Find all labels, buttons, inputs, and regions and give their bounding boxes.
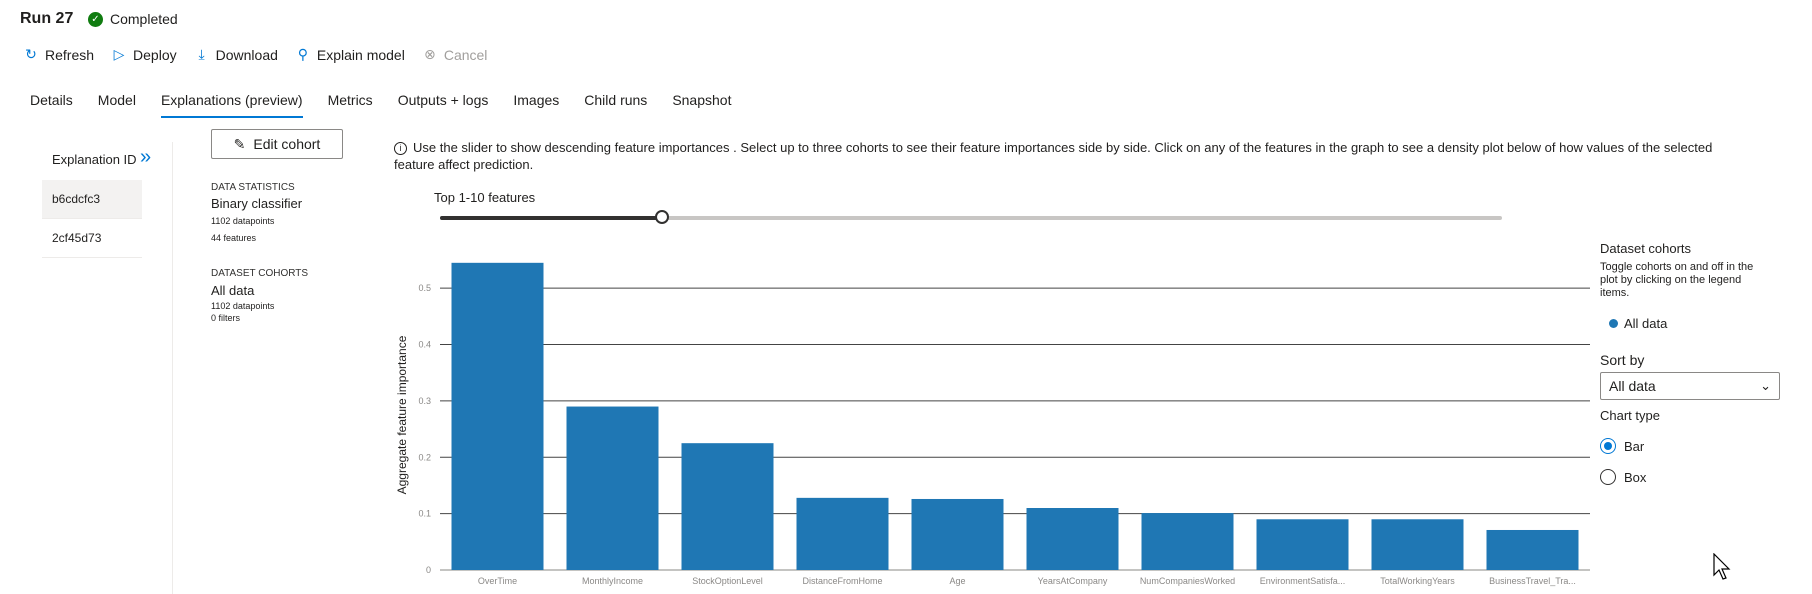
y-tick-label: 0 [426, 565, 431, 575]
run-title: Run 27 [20, 10, 74, 27]
explanation-item[interactable]: b6cdcfc3 [42, 180, 142, 218]
list-divider [42, 257, 142, 258]
tab-images[interactable]: Images [513, 92, 560, 108]
bar[interactable] [796, 497, 889, 570]
legend-label: All data [1624, 316, 1668, 331]
refresh-label: Refresh [45, 46, 95, 63]
cancel-icon: ⊗ [423, 46, 436, 62]
sort-by-label: Sort by [1600, 352, 1645, 368]
bar[interactable] [1026, 508, 1119, 570]
cancel-label: Cancel [443, 46, 488, 63]
x-tick-label: NumCompaniesWorked [1140, 576, 1235, 586]
play-icon: ▷ [113, 46, 125, 62]
tab-child-runs[interactable]: Child runs [584, 92, 648, 108]
edit-cohort-button[interactable]: ✎ Edit cohort [211, 129, 343, 159]
mouse-cursor-icon [1713, 553, 1731, 580]
radio-circle [1600, 438, 1616, 454]
refresh-icon: ↻ [25, 46, 37, 62]
explanation-list-panel: Explanation ID » b6cdcfc3 2cf45d73 [42, 142, 173, 594]
refresh-button[interactable]: ↻ Refresh [24, 46, 94, 63]
search-icon: ⚲ [297, 46, 309, 62]
slider-label: Top 1-10 features [434, 190, 536, 205]
bar[interactable] [566, 406, 659, 570]
x-tick-label: DistanceFromHome [802, 576, 882, 586]
bar[interactable] [1141, 513, 1234, 570]
cohort-datapoints: 1102 datapoints [211, 301, 275, 311]
toolbar: ↻ Refresh ▷ Deploy ⤓ Download ⚲ Explain … [24, 46, 505, 63]
chevron-down-icon: ⌄ [1760, 378, 1771, 393]
y-tick-label: 0.3 [418, 396, 431, 406]
status-text: Completed [110, 11, 178, 27]
x-tick-label: OverTime [478, 576, 517, 586]
dataset-cohorts-description: Toggle cohorts on and off in the plot by… [1600, 261, 1754, 299]
explanation-id-header: Explanation ID [52, 152, 137, 167]
y-tick-label: 0.2 [418, 452, 431, 462]
explain-model-label: Explain model [316, 46, 405, 63]
x-tick-label: BusinessTravel_Tra... [1489, 576, 1576, 586]
dataset-cohorts-label: DATASET COHORTS [211, 268, 309, 279]
sort-by-value: All data [1609, 378, 1656, 394]
edit-icon: ✎ [233, 135, 246, 152]
list-divider [42, 218, 142, 219]
tab-bar: Details Model Explanations (preview) Met… [30, 92, 756, 118]
x-tick-label: EnvironmentSatisfa... [1260, 576, 1346, 586]
bar[interactable] [1486, 529, 1579, 570]
classifier-type: Binary classifier [211, 196, 303, 211]
edit-cohort-label: Edit cohort [253, 136, 321, 152]
bar[interactable] [451, 262, 544, 570]
bar[interactable] [681, 443, 774, 570]
tab-metrics[interactable]: Metrics [327, 92, 373, 108]
radio-bar-label: Bar [1624, 438, 1645, 454]
tab-explanations[interactable]: Explanations (preview) [160, 92, 303, 118]
cohort-filters: 0 filters [211, 313, 241, 323]
chart-type-label: Chart type [1600, 408, 1660, 423]
legend-dot [1609, 319, 1618, 328]
y-tick-label: 0.5 [418, 283, 431, 293]
feature-importance-chart: 0 0.1 0.2 0.3 0.4 0.5 Aggregate feature import… [395, 262, 1590, 586]
y-tick-label: 0.1 [418, 509, 431, 519]
check-circle-icon: ✓ [88, 11, 103, 27]
y-axis-label: Aggregate feature importance [395, 335, 409, 494]
x-tick-label: TotalWorkingYears [1380, 576, 1455, 586]
explain-model-button[interactable]: ⚲ Explain model [296, 46, 405, 63]
tab-snapshot[interactable]: Snapshot [672, 92, 732, 108]
cancel-button[interactable]: ⊗ Cancel [423, 46, 488, 63]
deploy-label: Deploy [133, 46, 177, 63]
x-tick-label: StockOptionLevel [692, 576, 763, 586]
sort-by-dropdown[interactable]: All data ⌄ [1600, 372, 1780, 400]
datapoints-count: 1102 datapoints [211, 216, 275, 226]
collapse-icon[interactable]: » [140, 146, 152, 168]
info-icon: i [394, 142, 407, 155]
features-count: 44 features [211, 233, 257, 243]
info-message: i Use the slider to show descending featu… [394, 139, 1754, 173]
data-statistics-label: DATA STATISTICS [211, 182, 295, 193]
bar[interactable] [911, 498, 1004, 570]
bar[interactable] [1371, 519, 1464, 570]
info-text: Use the slider to show descending featur… [394, 140, 1713, 172]
legend-item-all-data[interactable]: All data [1609, 316, 1667, 331]
x-tick-label: YearsAtCompany [1038, 576, 1108, 586]
slider-fill [440, 216, 663, 220]
bar[interactable] [1256, 519, 1349, 570]
deploy-button[interactable]: ▷ Deploy [112, 46, 177, 63]
x-tick-label: MonthlyIncome [582, 576, 643, 586]
radio-bar[interactable]: Bar [1600, 438, 1644, 454]
radio-circle [1600, 469, 1616, 485]
run-status: ✓ Completed [88, 11, 178, 27]
explanation-item[interactable]: 2cf45d73 [52, 231, 102, 245]
cohort-name: All data [211, 283, 255, 298]
dataset-cohorts-title: Dataset cohorts [1600, 241, 1692, 256]
radio-box-label: Box [1624, 469, 1647, 485]
slider-handle[interactable] [655, 210, 669, 224]
download-label: Download [215, 46, 278, 63]
tab-details[interactable]: Details [30, 92, 73, 108]
tab-model[interactable]: Model [97, 92, 136, 108]
tab-outputs-logs[interactable]: Outputs + logs [397, 92, 489, 108]
x-tick-label: Age [949, 576, 965, 586]
slider-track[interactable] [440, 216, 1502, 220]
y-tick-label: 0.4 [418, 340, 431, 350]
radio-box[interactable]: Box [1600, 469, 1646, 485]
download-icon: ⤓ [198, 46, 205, 62]
download-button[interactable]: ⤓ Download [195, 46, 278, 63]
